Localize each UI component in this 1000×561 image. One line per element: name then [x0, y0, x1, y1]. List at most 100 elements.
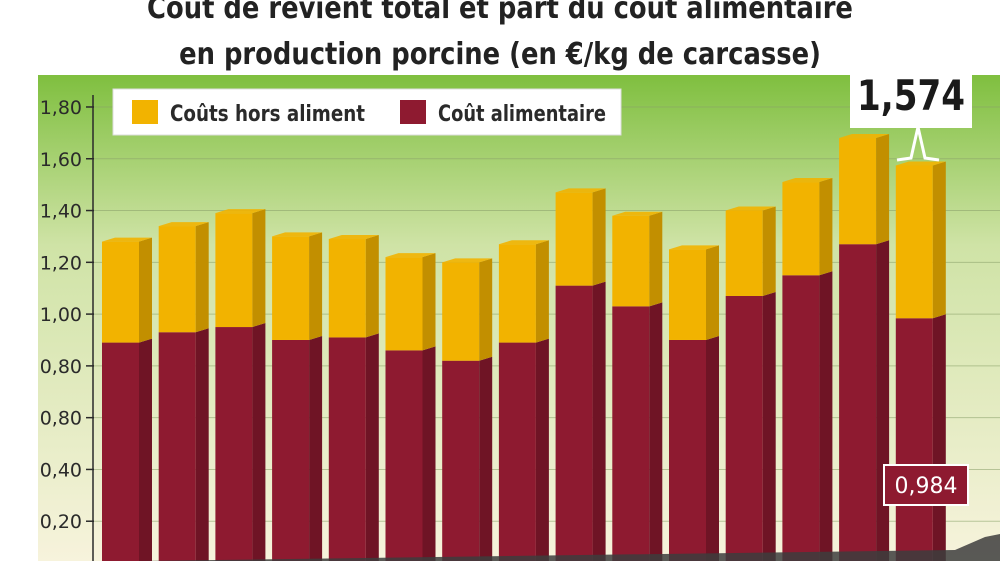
legend: Coûts hors aliment Coût alimentaire	[112, 88, 622, 136]
bar-segment-hors-aliment	[612, 215, 650, 307]
bar-side-alimentaire	[876, 240, 890, 561]
bar-side-alimentaire	[365, 333, 379, 561]
y-axis-ticks: 1,80 1,60 1,40 1,20 1,00 0,80 0,80 0,40 0,20	[40, 95, 94, 561]
bar-segment-hors-aliment	[272, 236, 310, 340]
bar-top	[442, 258, 493, 263]
bar-stack	[725, 206, 776, 561]
bar-segment-hors-aliment	[442, 262, 480, 361]
bar-side-hors-aliment	[762, 206, 776, 296]
callout-total-box	[850, 62, 972, 128]
bar-stack	[385, 253, 436, 561]
legend-label-hors-aliment: Coûts hors aliment	[170, 102, 365, 127]
bar-side-alimentaire	[706, 335, 719, 561]
bar-side-hors-aliment	[932, 161, 946, 319]
bar-side-alimentaire	[139, 338, 152, 561]
bar-stack	[782, 178, 833, 561]
bars	[102, 134, 946, 561]
bar-segment-hors-aliment	[895, 165, 933, 319]
bar-segment-hors-aliment	[215, 213, 253, 328]
bar-top	[839, 134, 890, 139]
legend-box	[112, 88, 622, 136]
bar-segment-alimentaire	[725, 295, 763, 561]
bar-side-alimentaire	[422, 346, 436, 561]
callouts: 1,574 0,984	[850, 62, 972, 506]
legend-swatch-hors-aliment	[132, 100, 158, 124]
bar-segment-alimentaire	[839, 244, 877, 561]
chart-title: Coût de revient total et part du coût al…	[70, 0, 930, 78]
bar-top	[272, 232, 323, 237]
bar-top	[895, 161, 946, 166]
legend-swatch-alimentaire	[400, 100, 426, 124]
bar-segment-alimentaire	[782, 275, 820, 561]
bar-side-alimentaire	[649, 302, 663, 561]
bar-segment-alimentaire	[612, 306, 650, 561]
y-tick-label: 1,20	[40, 252, 82, 274]
bar-segment-hors-aliment	[328, 239, 366, 338]
y-tick-label: 0,80	[40, 356, 82, 378]
bar-segment-alimentaire	[895, 318, 933, 561]
bar-top	[612, 211, 663, 216]
bar-side-hors-aliment	[876, 134, 890, 245]
bar-segment-hors-aliment	[669, 249, 706, 340]
bar-stack	[839, 134, 890, 561]
bar-segment-hors-aliment	[385, 257, 423, 351]
y-tick-label: 1,60	[40, 149, 82, 171]
bar-top	[215, 209, 266, 214]
bar-stack	[612, 211, 663, 561]
bar-top	[725, 206, 776, 211]
bar-side-alimentaire	[252, 323, 266, 561]
bar-side-alimentaire	[195, 328, 209, 561]
y-tick-label: 1,40	[40, 201, 82, 223]
bar-stack	[215, 209, 266, 561]
bar-segment-alimentaire	[669, 339, 706, 561]
bar-stack	[555, 188, 606, 561]
chart-title-line-2: en production porcine (en €/kg de carcas…	[179, 37, 821, 72]
bar-side-hors-aliment	[422, 253, 436, 351]
bar-segment-alimentaire	[442, 360, 480, 561]
y-tick-label: 0,20	[40, 511, 82, 533]
y-tick-label: 1,80	[40, 97, 82, 119]
callout-feed-box	[883, 464, 969, 506]
bar-side-hors-aliment	[649, 211, 663, 307]
bar-segment-alimentaire	[328, 337, 366, 561]
y-tick-label: 0,80	[40, 408, 82, 430]
y-tick-label: 1,00	[40, 304, 82, 326]
bar-segment-alimentaire	[385, 350, 423, 561]
bar-stack	[102, 237, 152, 561]
bar-side-hors-aliment	[706, 245, 719, 340]
bar-segment-alimentaire	[555, 285, 593, 561]
bar-segment-alimentaire	[215, 327, 253, 561]
bar-top	[498, 240, 549, 245]
bar-top	[102, 237, 152, 242]
bar-segment-alimentaire	[158, 332, 196, 561]
bar-stack	[158, 222, 209, 561]
bar-segment-hors-aliment	[839, 138, 877, 245]
bar-segment-hors-aliment	[158, 226, 196, 333]
bar-segment-hors-aliment	[555, 192, 593, 286]
bar-side-alimentaire	[592, 281, 606, 561]
bar-segment-alimentaire	[272, 339, 310, 561]
bar-top	[385, 253, 436, 258]
bar-stack	[669, 245, 719, 561]
bar-side-hors-aliment	[479, 258, 493, 361]
bar-side-hors-aliment	[535, 240, 549, 343]
bar-side-hors-aliment	[139, 237, 152, 343]
bar-side-hors-aliment	[195, 222, 209, 333]
bar-side-hors-aliment	[252, 209, 266, 328]
legend-label-alimentaire: Coût alimentaire	[438, 102, 606, 127]
bar-segment-alimentaire	[498, 342, 536, 561]
bar-stack	[895, 161, 946, 561]
bar-side-alimentaire	[535, 338, 549, 561]
bar-top	[555, 188, 606, 193]
callout-total-value: 1,574	[857, 71, 965, 120]
bar-side-alimentaire	[309, 335, 323, 561]
ground-shadow	[140, 534, 1000, 561]
bar-top	[158, 222, 209, 227]
bar-side-hors-aliment	[365, 235, 379, 338]
callout-feed-value: 0,984	[895, 474, 958, 499]
chart-title-line-1: Coût de revient total et part du coût al…	[147, 0, 853, 26]
y-tick-label: 0,40	[40, 459, 82, 481]
bar-stack	[442, 258, 493, 561]
bar-stack	[272, 232, 323, 561]
